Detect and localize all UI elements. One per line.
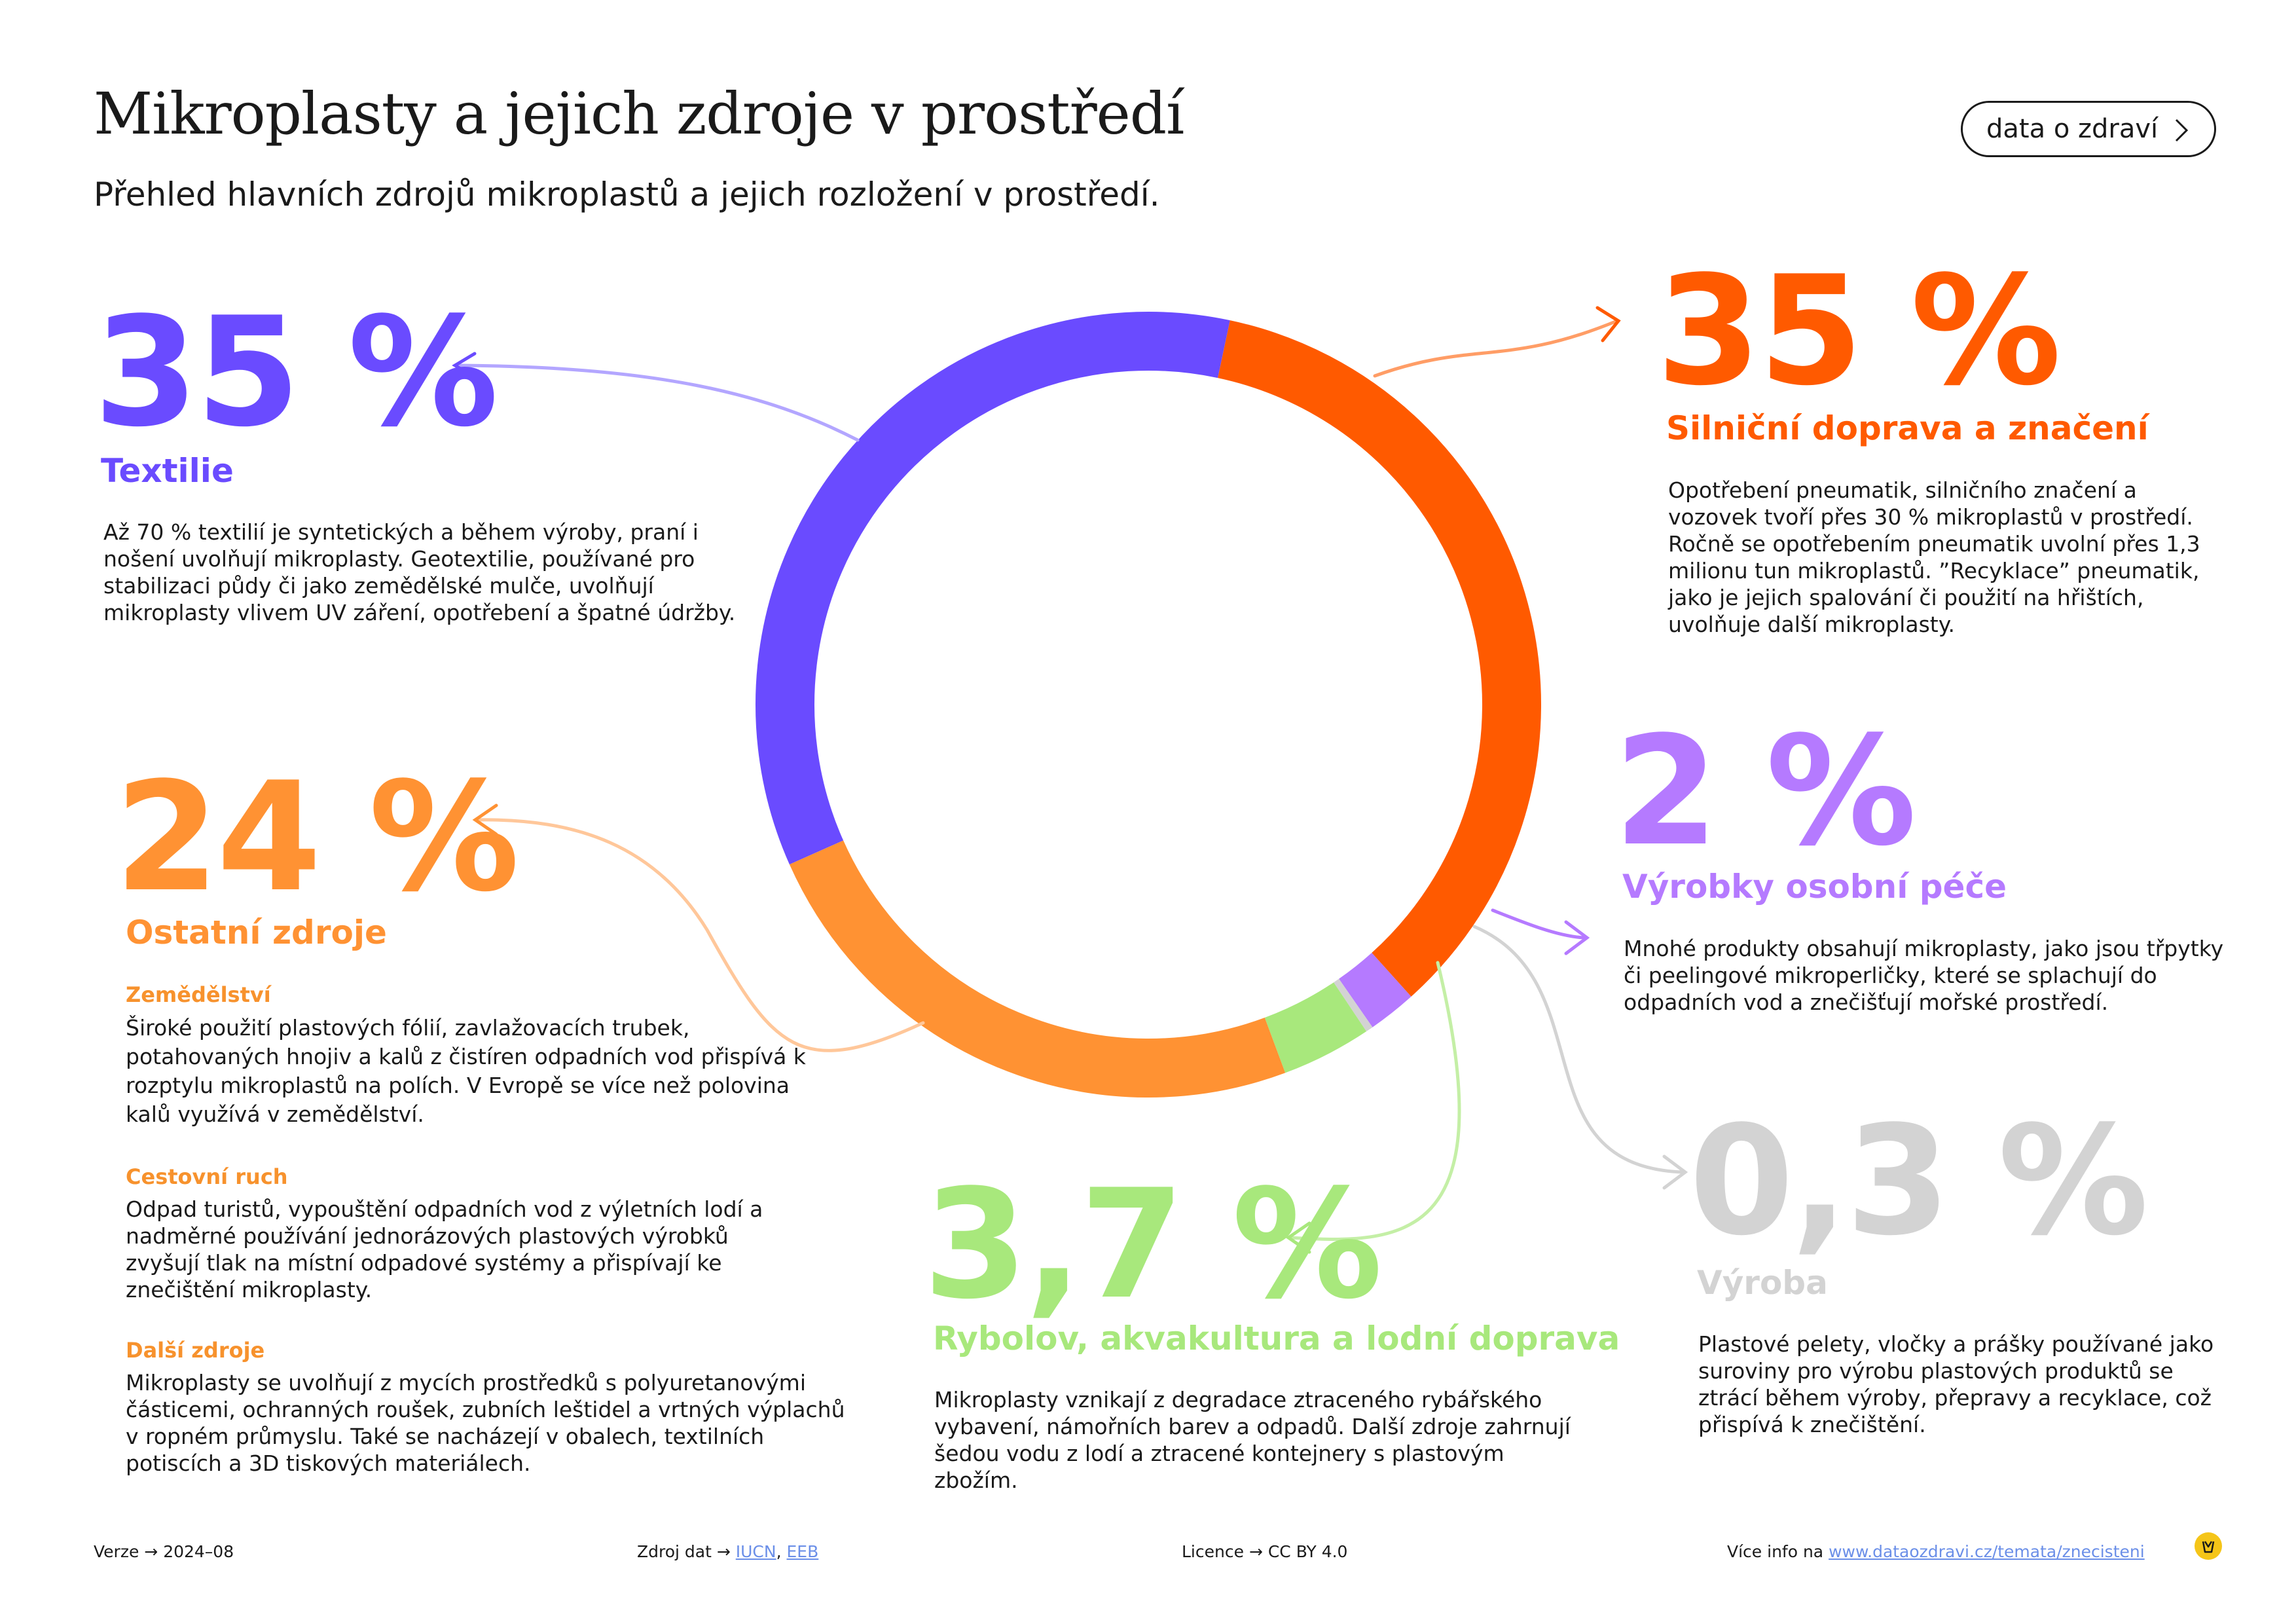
cat-textilie: Textilie: [101, 452, 234, 490]
donut-slice-3: [1264, 982, 1367, 1073]
connector-ostatni: [476, 818, 925, 1052]
connector-doprava: [1373, 319, 1619, 378]
connector-rybolov: [1288, 961, 1461, 1241]
arrowhead-rybolov: [1285, 1221, 1311, 1254]
desc-doprava: Opotřebení pneumatik, silničního značení…: [1668, 477, 2200, 637]
logo-icon: [2195, 1532, 2222, 1560]
arrowhead-textilie: [452, 352, 477, 379]
desc-pece: Mnohé produkty obsahují mikroplasty, jak…: [1624, 936, 2224, 1015]
connector-textilie: [456, 363, 860, 442]
pct-pece: 2 %: [1614, 705, 1917, 879]
ostatni-text-dalsi-zdroje: Mikroplasty se uvolňují z mycích prostře…: [126, 1370, 845, 1476]
pct-vyroba: 0,3 %: [1689, 1094, 2149, 1269]
arrow-right-icon: →: [716, 1542, 731, 1561]
arrowhead-ostatni: [472, 803, 498, 836]
cat-pece: Výrobky osobní péče: [1622, 868, 2007, 906]
footer-license-value: CC BY 4.0: [1267, 1542, 1348, 1561]
source-separator: ,: [776, 1542, 782, 1561]
pct-rybolov: 3,7 %: [923, 1158, 1383, 1333]
arrow-right-icon: →: [1248, 1542, 1263, 1561]
pill-label: data o zdraví: [1986, 114, 2159, 144]
desc-vyroba: Plastové pelety, vločky a prášky používa…: [1698, 1331, 2214, 1437]
ostatni-text-zemedelstvi: Široké použití plastových fólií, zavlažo…: [126, 1015, 806, 1127]
cat-rybolov: Rybolov, akvakultura a lodní doprava: [933, 1320, 1620, 1357]
footer-version: Verze → 2024–08: [94, 1542, 234, 1561]
logo-mark-icon: [2202, 1541, 2215, 1553]
more-info-link[interactable]: www.dataozdravi.cz/temata/znecisteni: [1829, 1542, 2145, 1561]
arrow-right-icon: →: [144, 1542, 158, 1561]
pct-textilie: 35 %: [94, 286, 499, 460]
connector-vyroba: [1472, 925, 1685, 1174]
footer-license: Licence → CC BY 4.0: [1182, 1542, 1347, 1561]
footer-source-label: Zdroj dat: [637, 1542, 712, 1561]
cat-doprava: Silniční doprava a značení: [1666, 409, 2149, 447]
source-link-eeb[interactable]: EEB: [786, 1542, 819, 1561]
footer-license-label: Licence: [1182, 1542, 1244, 1561]
arrowhead-doprava: [1595, 306, 1621, 342]
footer-more-label: Více info na: [1727, 1542, 1824, 1561]
pct-doprava: 35 %: [1656, 244, 2062, 419]
arrowhead-vyroba: [1662, 1154, 1688, 1190]
footer-version-value: 2024–08: [163, 1542, 234, 1561]
cat-ostatni: Ostatní zdroje: [126, 913, 387, 951]
ostatni-text-cestovni-ruch: Odpad turistů, vypouštění odpadních vod …: [126, 1196, 763, 1302]
desc-textilie: Až 70 % textilií je syntetických a během…: [103, 519, 736, 625]
footer-more-info: Více info na www.dataozdravi.cz/temata/z…: [1727, 1542, 2145, 1561]
data-o-zdravi-button[interactable]: data o zdraví: [1961, 101, 2216, 157]
footer-source: Zdroj dat → IUCN, EEB: [637, 1542, 818, 1561]
page-title: Mikroplasty a jejich zdroje v prostředí: [94, 80, 1184, 147]
page-subtitle: Přehled hlavních zdrojů mikroplastů a je…: [94, 175, 1160, 213]
connector-pece: [1491, 908, 1586, 940]
donut-slice-5: [756, 312, 1230, 864]
source-link-iucn[interactable]: IUCN: [735, 1542, 776, 1561]
donut-slice-2: [1334, 978, 1373, 1032]
donut-slice-4: [789, 840, 1286, 1098]
cat-vyroba: Výroba: [1697, 1264, 1828, 1302]
pct-ostatni: 24 %: [115, 750, 520, 925]
desc-rybolov: Mikroplasty vznikají z degradace ztracen…: [934, 1387, 1571, 1493]
arrowhead-pece: [1564, 920, 1590, 955]
donut-slice-0: [1217, 320, 1541, 997]
chevron-right-icon: [2175, 119, 2189, 142]
footer-version-label: Verze: [94, 1542, 139, 1561]
ostatni-heading-zemedelstvi: Zemědělství: [126, 982, 271, 1007]
ostatni-heading-dalsi-zdroje: Další zdroje: [126, 1338, 265, 1363]
donut-slice-1: [1338, 952, 1412, 1027]
ostatni-heading-cestovni-ruch: Cestovní ruch: [126, 1164, 288, 1189]
